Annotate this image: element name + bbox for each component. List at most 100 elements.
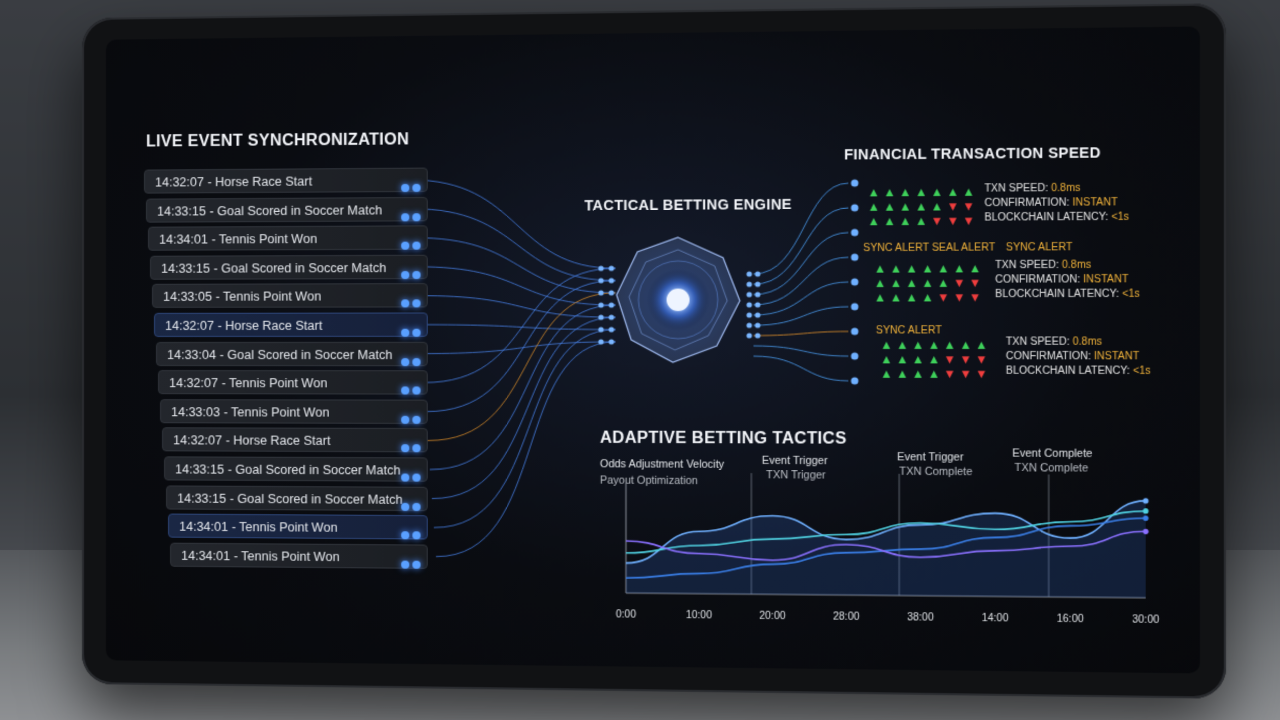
arrow-up-icon: ▲ xyxy=(912,352,928,366)
event-row[interactable]: 14:32:07 - Horse Race Start xyxy=(162,428,428,453)
sync-alert-3: SYNC ALERT xyxy=(876,325,942,336)
arrow-up-icon: ▲ xyxy=(921,290,937,304)
engine-input-dot xyxy=(598,302,603,307)
arrow-up-icon: ▲ xyxy=(890,290,906,304)
confirmation-label: CONFIRMATION: xyxy=(1006,351,1094,362)
betting-engine-core-icon xyxy=(610,233,746,366)
adaptive-tactics-title: ADAPTIVE BETTING TACTICS xyxy=(600,430,847,449)
event-row[interactable]: 14:33:04 - Goal Scored in Soccer Match xyxy=(156,341,428,365)
arrow-up-icon: ▲ xyxy=(905,261,921,276)
engine-output-dot xyxy=(747,323,752,328)
arrow-down-icon: ▼ xyxy=(947,213,963,228)
arrow-row: ▲▲▲▲▼▼▼ xyxy=(867,213,978,228)
event-row-label: 14:33:15 - Goal Scored in Soccer Match xyxy=(175,462,400,477)
financial-title: FINANCIAL TRANSACTION SPEED xyxy=(844,144,1101,162)
x-tick-label: 0:00 xyxy=(616,609,637,620)
event-row[interactable]: 14:32:07 - Horse Race Start xyxy=(144,168,428,194)
event-row-label: 14:33:05 - Tennis Point Won xyxy=(163,290,321,304)
confirmation-value: INSTANT xyxy=(1072,197,1117,209)
arrow-up-icon: ▲ xyxy=(953,261,969,276)
engine-input-dot xyxy=(598,290,603,295)
latency-label: BLOCKCHAIN LATENCY: xyxy=(1006,366,1133,378)
arrow-up-icon: ▲ xyxy=(880,352,896,366)
event-row[interactable]: 14:34:01 - Tennis Point Won xyxy=(148,226,428,251)
event-row[interactable]: 14:32:07 - Horse Race Start xyxy=(154,312,428,336)
arrow-up-icon: ▲ xyxy=(896,366,912,380)
arrow-down-icon: ▼ xyxy=(962,199,978,214)
arrow-down-icon: ▼ xyxy=(975,352,991,366)
marker-3-title: Event Complete xyxy=(1012,447,1092,460)
arrow-up-icon: ▲ xyxy=(921,261,937,276)
event-row[interactable]: 14:33:15 - Goal Scored in Soccer Match xyxy=(166,485,428,511)
sync-alert-2: SYNC ALERT xyxy=(1006,242,1073,254)
latency-value: <1s xyxy=(1111,212,1129,224)
event-row[interactable]: 14:33:05 - Tennis Point Won xyxy=(152,283,428,308)
txn-link-line xyxy=(753,356,848,381)
arrow-up-icon: ▲ xyxy=(959,338,975,352)
arrow-up-icon: ▲ xyxy=(912,338,928,352)
arrow-row: ▲▲▲▲▼▼▼ xyxy=(874,290,985,305)
arrow-up-icon: ▲ xyxy=(915,214,931,229)
event-row[interactable]: 14:32:07 - Tennis Point Won xyxy=(158,370,428,395)
event-row-label: 14:32:07 - Horse Race Start xyxy=(173,434,330,449)
txn-node-dot xyxy=(851,328,858,335)
engine-output-dot xyxy=(747,312,752,317)
arrow-row: ▲▲▲▲▲▼▼ xyxy=(867,199,978,214)
sync-alert-1: SYNC ALERT SEAL ALERT xyxy=(863,242,995,254)
x-tick-label: 20:00 xyxy=(759,611,786,623)
arrow-up-icon: ▲ xyxy=(947,184,963,199)
arrow-up-icon: ▲ xyxy=(883,199,899,214)
x-tick-label: 38:00 xyxy=(907,612,934,624)
txn-link-line xyxy=(753,233,848,295)
event-link-line xyxy=(432,317,616,499)
arrow-up-icon: ▲ xyxy=(931,185,947,200)
engine-output-dot xyxy=(747,333,752,338)
latency-value: <1s xyxy=(1133,366,1151,377)
txn-node-dot xyxy=(851,204,858,211)
arrow-up-icon: ▲ xyxy=(880,338,896,352)
event-link-line xyxy=(422,342,616,354)
arrow-up-icon: ▲ xyxy=(937,261,953,276)
event-row[interactable]: 14:33:03 - Tennis Point Won xyxy=(160,399,428,424)
arrow-down-icon: ▼ xyxy=(947,199,963,214)
txn-node-dot xyxy=(851,179,858,186)
x-tick-label: 16:00 xyxy=(1057,614,1084,626)
event-row-label: 14:34:01 - Tennis Point Won xyxy=(159,232,317,247)
txn-node-dot xyxy=(851,303,858,310)
arrow-up-icon: ▲ xyxy=(883,214,899,229)
engine-output-dot xyxy=(755,292,760,297)
marker-1-title: Event Trigger xyxy=(762,455,828,468)
event-row[interactable]: 14:33:15 - Goal Scored in Soccer Match xyxy=(150,255,428,280)
txn-link-line xyxy=(753,346,848,356)
event-link-line xyxy=(426,281,616,412)
event-row-label: 14:33:15 - Goal Scored in Soccer Match xyxy=(161,261,386,276)
txn-link-line xyxy=(753,282,848,315)
marker-3-sub: TXN Complete xyxy=(1014,462,1088,475)
txn-node-dot xyxy=(851,229,858,236)
arrow-up-icon: ▲ xyxy=(905,276,921,290)
arrow-up-icon: ▲ xyxy=(943,338,959,352)
latency-value: <1s xyxy=(1122,289,1140,300)
x-tick-label: 14:00 xyxy=(982,613,1009,625)
event-row[interactable]: 14:33:15 - Goal Scored in Soccer Match xyxy=(146,197,428,223)
x-tick-label: 10:00 xyxy=(686,610,713,622)
monitor-bezel: LIVE EVENT SYNCHRONIZATION 14:32:07 - Ho… xyxy=(82,3,1226,699)
event-row-label: 14:33:15 - Goal Scored in Soccer Match xyxy=(157,203,382,218)
dashboard-screen: LIVE EVENT SYNCHRONIZATION 14:32:07 - Ho… xyxy=(106,26,1200,673)
engine-title: TACTICAL BETTING ENGINE xyxy=(584,196,791,214)
event-link-line xyxy=(420,324,616,329)
arrow-up-icon: ▲ xyxy=(928,352,944,366)
arrow-down-icon: ▼ xyxy=(937,290,953,305)
arrow-down-icon: ▼ xyxy=(943,367,959,381)
arrow-up-icon: ▲ xyxy=(867,185,883,200)
event-row[interactable]: 14:34:01 - Tennis Point Won xyxy=(170,542,428,568)
event-row[interactable]: 14:33:15 - Goal Scored in Soccer Match xyxy=(164,456,428,481)
arrow-up-icon: ▲ xyxy=(969,261,985,276)
arrow-down-icon: ▼ xyxy=(931,214,947,229)
arrow-up-icon: ▲ xyxy=(937,276,953,291)
event-row-label: 14:32:07 - Horse Race Start xyxy=(165,319,322,333)
txn-node-dot xyxy=(851,278,858,285)
arrow-up-icon: ▲ xyxy=(975,338,991,352)
confirmation-label: CONFIRMATION: xyxy=(984,197,1072,209)
event-row[interactable]: 14:34:01 - Tennis Point Won xyxy=(168,514,428,540)
